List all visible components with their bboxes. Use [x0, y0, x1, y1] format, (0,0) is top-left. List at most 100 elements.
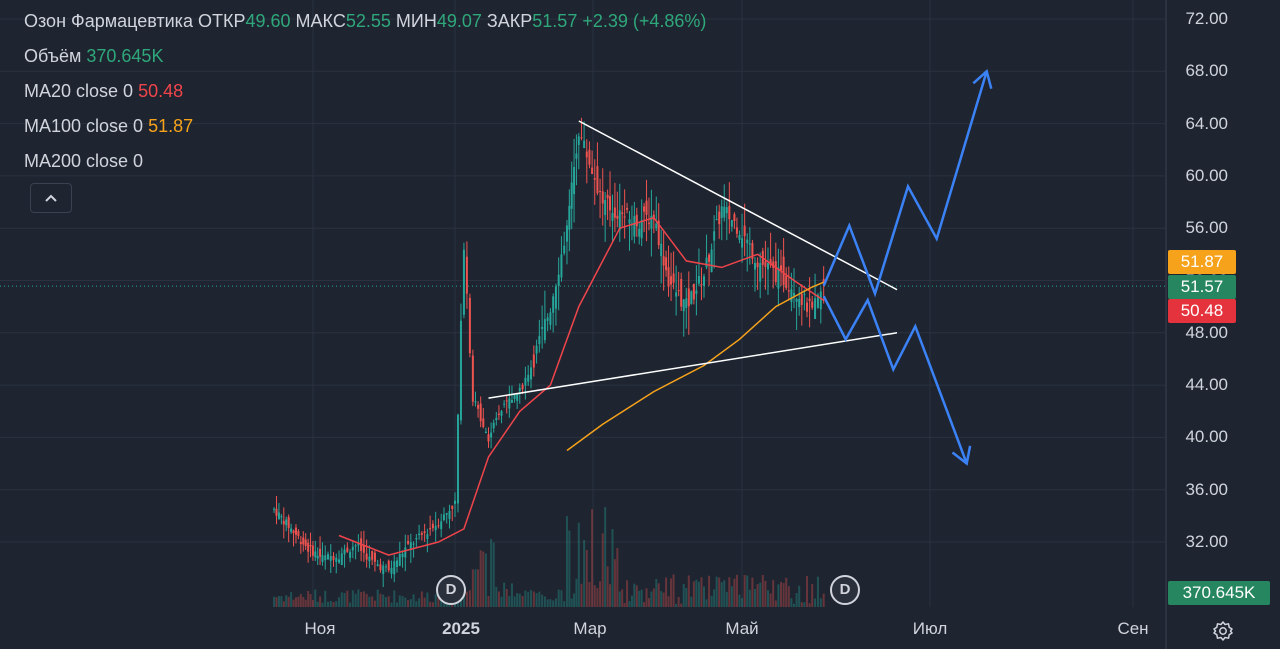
volume-bar: [630, 595, 633, 607]
candle-body: [585, 151, 588, 158]
legend-collapse-button[interactable]: [30, 183, 72, 213]
candle-body: [541, 327, 544, 329]
candle-body: [754, 262, 757, 270]
volume-bar: [382, 594, 385, 607]
candle-body: [670, 276, 673, 285]
volume-bar: [442, 602, 445, 607]
volume-bar: [332, 602, 335, 607]
volume-bar: [543, 596, 546, 607]
volume-bar: [795, 592, 798, 607]
candle-body: [816, 294, 819, 308]
candle-body: [448, 510, 451, 519]
candle-body: [495, 417, 498, 421]
candle-body: [822, 279, 825, 283]
volume-bar: [474, 569, 477, 607]
candle-body: [677, 290, 680, 292]
volume-bar: [626, 580, 629, 607]
candle-body: [309, 544, 312, 547]
price-axis-label: 32.00: [1185, 532, 1228, 551]
volume-bar: [546, 599, 549, 607]
volume-bar: [700, 577, 703, 607]
candle-body: [277, 512, 280, 519]
price-axis-label: 40.00: [1185, 427, 1228, 447]
candlesticks: [273, 117, 825, 588]
volume-bar: [304, 599, 307, 607]
settings-icon[interactable]: [1212, 620, 1234, 642]
candle-body: [282, 520, 285, 525]
candle-body: [326, 553, 329, 560]
candle-body: [423, 531, 426, 534]
dividend-marker[interactable]: D: [830, 575, 860, 605]
candle-body: [568, 205, 571, 230]
candle-body: [759, 263, 762, 282]
ohlc-row: Озон Фармацевтика ОТКР49.60 МАКС52.55 МИ…: [24, 10, 706, 45]
volume-bar: [657, 583, 660, 607]
dividend-marker[interactable]: D: [436, 575, 466, 605]
candle-body: [357, 543, 360, 546]
candle-body: [415, 538, 418, 540]
candle-body: [751, 243, 754, 259]
candle-body: [577, 136, 580, 145]
candle-body: [396, 560, 399, 567]
candle-body: [682, 299, 685, 312]
triangle-upper-line: [578, 120, 898, 291]
high-label: МАКС: [295, 11, 346, 31]
candle-body: [510, 399, 513, 403]
volume-bar: [282, 601, 285, 607]
candle-body: [662, 256, 665, 266]
candle-body: [365, 553, 368, 560]
candle-body: [297, 531, 300, 537]
volume-bar: [434, 594, 437, 607]
candle-body: [518, 387, 521, 392]
volume-bar: [618, 591, 621, 607]
volume-bar: [524, 590, 527, 607]
volume-bar: [685, 587, 688, 607]
volume-bar: [713, 589, 716, 607]
volume-bar: [407, 600, 410, 607]
volume-bar: [468, 590, 471, 607]
candle-body: [814, 298, 817, 319]
symbol-title[interactable]: Озон Фармацевтика: [24, 11, 193, 31]
candle-body: [338, 559, 341, 563]
volume-bar: [292, 599, 295, 607]
candle-body: [490, 432, 493, 438]
candle-body: [767, 263, 769, 270]
candle-body: [418, 533, 421, 536]
ma100-row[interactable]: MA100 close 0 51.87: [24, 115, 706, 150]
ma20-row[interactable]: MA20 close 0 50.48: [24, 80, 706, 115]
volume-bar: [482, 551, 485, 607]
ma200-row[interactable]: MA200 close 0: [24, 150, 706, 185]
candle-body: [552, 296, 555, 313]
volume-bar: [655, 579, 658, 607]
ma20-price-badge: 50.48: [1168, 299, 1236, 323]
volume-bar: [645, 588, 648, 607]
candle-body: [445, 512, 448, 515]
candle-body: [710, 249, 713, 273]
candle-body: [471, 355, 474, 402]
candle-body: [429, 528, 432, 530]
candle-body: [505, 400, 508, 402]
candle-body: [720, 206, 723, 218]
candle-body: [426, 534, 429, 539]
candle-body: [351, 546, 354, 551]
candle-body: [440, 521, 443, 529]
volume-bar: [822, 593, 825, 607]
ma100-line: [566, 281, 824, 452]
candle-body: [384, 566, 387, 568]
candle-body: [806, 302, 808, 312]
volume-bar: [516, 593, 519, 607]
candle-body: [787, 290, 790, 292]
candle-body: [687, 288, 690, 307]
volume-bar: [454, 602, 456, 607]
volume-bar: [754, 589, 757, 607]
candle-body: [621, 212, 624, 214]
candle-body: [570, 182, 573, 209]
candle-body: [769, 259, 772, 266]
chart-grid: [0, 0, 1167, 649]
volume-bar: [621, 589, 624, 607]
volume-bar: [368, 596, 371, 607]
candle-body: [294, 527, 297, 535]
candle-body: [626, 207, 629, 210]
volume-row[interactable]: Объём 370.645K: [24, 45, 706, 80]
